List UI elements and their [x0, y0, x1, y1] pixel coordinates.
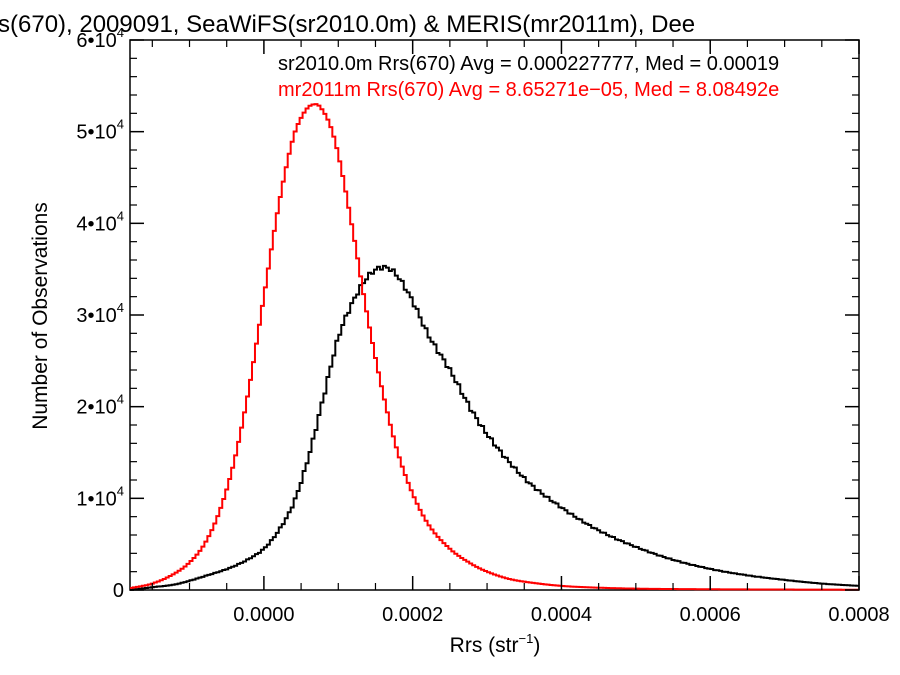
x-tick-label: 0.0006 — [680, 604, 741, 626]
y-axis-ticks: 0 1•104 2•104 3•104 4•104 5•104 6•104 — [76, 25, 859, 602]
y-tick-label: 3•104 — [76, 300, 124, 327]
series-layer — [130, 103, 859, 591]
legend: sr2010.0m Rrs(670) Avg = 0.000227777, Me… — [278, 53, 779, 101]
y-tick-label: 0 — [113, 580, 124, 602]
legend-entry-2: mr2011m Rrs(670) Avg = 8.65271e−05, Med … — [278, 79, 779, 101]
y-axis-label: Number of Observations — [29, 202, 52, 430]
y-tick-label: 4•104 — [76, 208, 124, 235]
chart-title: s(670), 2009091, SeaWiFS(sr2010.0m) & ME… — [0, 11, 695, 38]
y-tick-label: 2•104 — [76, 392, 124, 419]
x-tick-label: 0.0000 — [233, 604, 294, 626]
y-tick-label: 6•104 — [76, 25, 124, 52]
y-tick-label: 1•104 — [76, 483, 124, 510]
plot-area-border — [129, 39, 860, 591]
plot-frame — [129, 39, 860, 591]
x-tick-label: 0.0004 — [531, 604, 592, 626]
legend-entry-1: sr2010.0m Rrs(670) Avg = 0.000227777, Me… — [278, 53, 779, 75]
y-tick-label: 5•104 — [76, 117, 124, 144]
x-axis-ticks: 0.0000 0.0002 0.0004 0.0006 0.0008 — [151, 40, 890, 626]
x-tick-label: 0.0008 — [828, 604, 889, 626]
x-tick-label: 0.0002 — [382, 604, 443, 626]
x-axis-label: Rrs (str−1) — [450, 631, 541, 657]
series-line-2 — [130, 103, 859, 591]
series-line-1 — [130, 264, 859, 591]
